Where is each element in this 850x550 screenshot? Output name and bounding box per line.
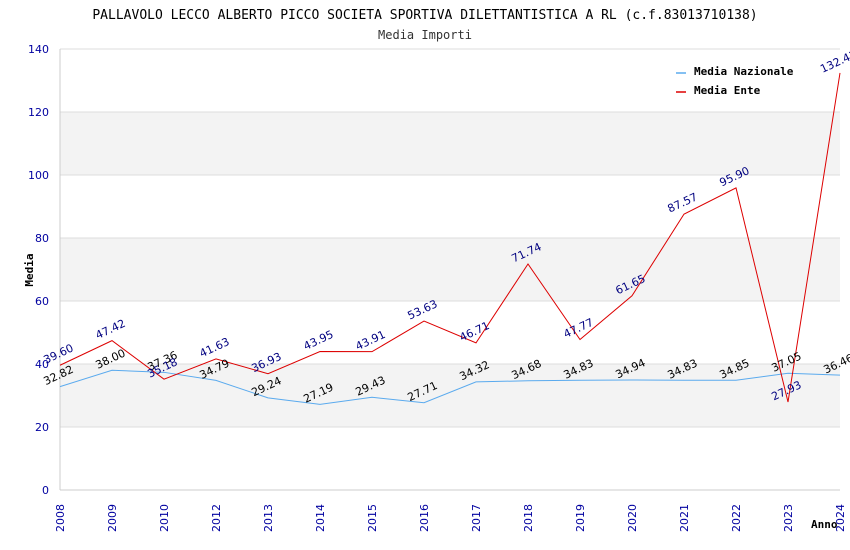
data-label-media-ente: 132.41 — [818, 48, 850, 76]
data-label-media-ente: 43.95 — [301, 328, 335, 353]
chart-title: PALLAVOLO LECCO ALBERTO PICCO SOCIETA SP… — [92, 8, 757, 23]
data-label-media-ente: 41.63 — [197, 335, 231, 360]
legend-label-media-ente: Media Ente — [694, 84, 761, 97]
y-tick-label: 0 — [42, 484, 49, 497]
y-tick-label: 60 — [35, 295, 49, 308]
x-tick-label: 2022 — [730, 504, 743, 532]
x-tick-label: 2024 — [834, 504, 847, 532]
y-axis-label: Media — [23, 253, 36, 286]
x-tick-label: 2010 — [158, 504, 171, 532]
data-label-media-ente: 47.42 — [93, 317, 127, 342]
y-tick-label: 120 — [28, 106, 49, 119]
y-tick-label: 40 — [35, 358, 49, 371]
x-tick-label: 2015 — [366, 504, 379, 532]
grid-band — [60, 364, 840, 427]
x-axis-label: Anno — [811, 518, 838, 531]
x-tick-label: 2017 — [470, 504, 483, 532]
legend: Media Nazionale Media Ente — [676, 65, 794, 97]
series-lines — [59, 72, 841, 405]
series-line-media-ente — [59, 72, 841, 403]
series-line-media-nazionale — [59, 369, 841, 405]
x-tick-label: 2008 — [54, 504, 67, 532]
y-tick-label: 20 — [35, 421, 49, 434]
data-label-media-ente: 46.71 — [457, 319, 491, 344]
x-tick-label: 2014 — [314, 504, 327, 532]
x-tick-label: 2012 — [210, 504, 223, 532]
chart-subtitle: Media Importi — [378, 28, 472, 42]
data-label-media-ente: 87.57 — [665, 190, 699, 215]
grid-band — [60, 238, 840, 301]
data-label-media-ente: 43.91 — [353, 328, 387, 353]
x-tick-labels: 2008 2009 2010 2012 2013 2014 2015 2016 2017 2018… — [54, 504, 847, 532]
x-tick-label: 2023 — [782, 504, 795, 532]
x-tick-label: 2020 — [626, 504, 639, 532]
grid-bands — [60, 112, 840, 427]
legend-label-media-nazionale: Media Nazionale — [694, 65, 794, 78]
x-tick-label: 2009 — [106, 504, 119, 532]
data-label-media-ente: 39.60 — [41, 342, 75, 367]
y-tick-label: 140 — [28, 43, 49, 56]
x-tick-label: 2021 — [678, 504, 691, 532]
y-tick-labels: 0 20 40 60 80 100 120 140 — [28, 43, 49, 497]
x-tick-label: 2016 — [418, 504, 431, 532]
y-tick-label: 100 — [28, 169, 49, 182]
x-tick-label: 2018 — [522, 504, 535, 532]
x-tick-label: 2013 — [262, 504, 275, 532]
y-tick-label: 80 — [35, 232, 49, 245]
grid-band — [60, 112, 840, 175]
x-tick-label: 2019 — [574, 504, 587, 532]
